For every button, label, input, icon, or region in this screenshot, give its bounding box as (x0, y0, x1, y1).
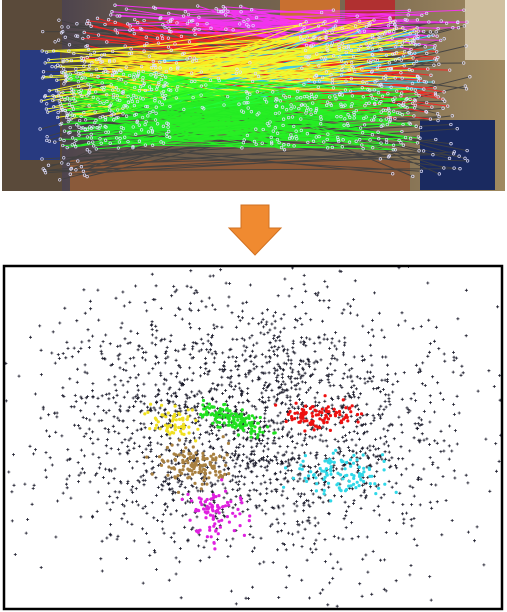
cluster-points (199, 398, 277, 440)
photo-region (70, 160, 410, 191)
cluster-points (274, 394, 364, 433)
background-points (5, 267, 501, 608)
cluster-points (145, 435, 231, 495)
matching-photo (2, 0, 505, 191)
cluster-points (282, 448, 398, 503)
keypoints (38, 3, 472, 182)
arrow (227, 204, 283, 256)
photo-region (465, 0, 505, 60)
cluster-points (180, 478, 252, 551)
scatter-points (5, 267, 501, 608)
